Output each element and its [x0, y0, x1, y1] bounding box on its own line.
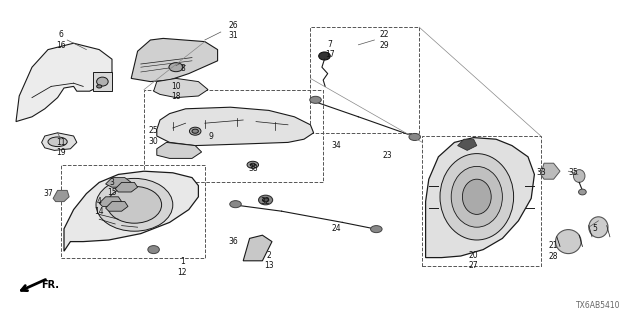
Text: 38: 38 — [248, 164, 258, 172]
Text: 10
18: 10 18 — [171, 82, 181, 101]
Ellipse shape — [371, 226, 382, 233]
Text: 26
31: 26 31 — [228, 21, 239, 40]
Polygon shape — [115, 182, 138, 192]
Polygon shape — [53, 190, 69, 202]
Ellipse shape — [108, 186, 162, 223]
Ellipse shape — [451, 166, 502, 227]
Text: TX6AB5410: TX6AB5410 — [576, 301, 621, 310]
Ellipse shape — [250, 163, 255, 166]
Text: 11
19: 11 19 — [56, 138, 66, 157]
Bar — [144, 90, 323, 182]
Ellipse shape — [589, 217, 608, 237]
Polygon shape — [93, 72, 112, 91]
Polygon shape — [157, 107, 314, 146]
Text: 34: 34 — [331, 141, 341, 150]
Ellipse shape — [573, 170, 585, 182]
Ellipse shape — [97, 85, 102, 88]
Text: 8: 8 — [180, 64, 185, 73]
Polygon shape — [64, 171, 198, 251]
Polygon shape — [243, 235, 272, 261]
Polygon shape — [16, 43, 112, 122]
Text: 4
14: 4 14 — [94, 197, 104, 216]
Text: 21
28: 21 28 — [549, 242, 558, 261]
Ellipse shape — [409, 133, 420, 140]
Ellipse shape — [148, 246, 159, 253]
Text: 5: 5 — [593, 224, 598, 233]
Polygon shape — [106, 178, 131, 187]
Polygon shape — [157, 142, 202, 158]
Text: 3
15: 3 15 — [107, 178, 117, 197]
Text: 23: 23 — [382, 151, 392, 160]
Polygon shape — [99, 197, 122, 206]
Text: 25
30: 25 30 — [148, 126, 159, 146]
Text: 7
17: 7 17 — [324, 40, 335, 59]
Text: 9: 9 — [209, 132, 214, 140]
Polygon shape — [541, 163, 560, 179]
Ellipse shape — [96, 179, 173, 231]
Ellipse shape — [259, 195, 273, 205]
Polygon shape — [154, 78, 208, 98]
Ellipse shape — [48, 137, 67, 147]
Text: 37: 37 — [43, 189, 53, 198]
Ellipse shape — [192, 129, 198, 133]
Text: 2
13: 2 13 — [264, 251, 274, 270]
Polygon shape — [42, 133, 77, 150]
Text: 32: 32 — [260, 197, 271, 206]
Text: 35: 35 — [568, 168, 578, 177]
Ellipse shape — [169, 63, 183, 72]
Text: 33: 33 — [536, 168, 546, 177]
Ellipse shape — [189, 127, 201, 135]
Ellipse shape — [556, 230, 581, 253]
Ellipse shape — [440, 154, 514, 240]
Text: 36: 36 — [228, 237, 239, 246]
Polygon shape — [106, 202, 128, 211]
Text: 24: 24 — [331, 224, 341, 233]
Ellipse shape — [262, 198, 269, 202]
Polygon shape — [458, 139, 477, 150]
Text: FR.: FR. — [42, 280, 60, 290]
Ellipse shape — [319, 52, 330, 60]
Bar — [422, 136, 541, 266]
Polygon shape — [426, 138, 534, 258]
Ellipse shape — [579, 189, 586, 195]
Polygon shape — [131, 38, 218, 82]
Text: 6
16: 6 16 — [56, 30, 66, 50]
Text: 1
12: 1 12 — [178, 258, 187, 277]
Ellipse shape — [247, 161, 259, 168]
Text: 22
29: 22 29 — [379, 30, 389, 50]
Text: 20
27: 20 27 — [468, 251, 479, 270]
Ellipse shape — [230, 201, 241, 208]
Ellipse shape — [463, 179, 492, 214]
Bar — [310, 27, 419, 133]
Ellipse shape — [310, 96, 321, 103]
Ellipse shape — [97, 77, 108, 86]
Bar — [61, 165, 205, 258]
